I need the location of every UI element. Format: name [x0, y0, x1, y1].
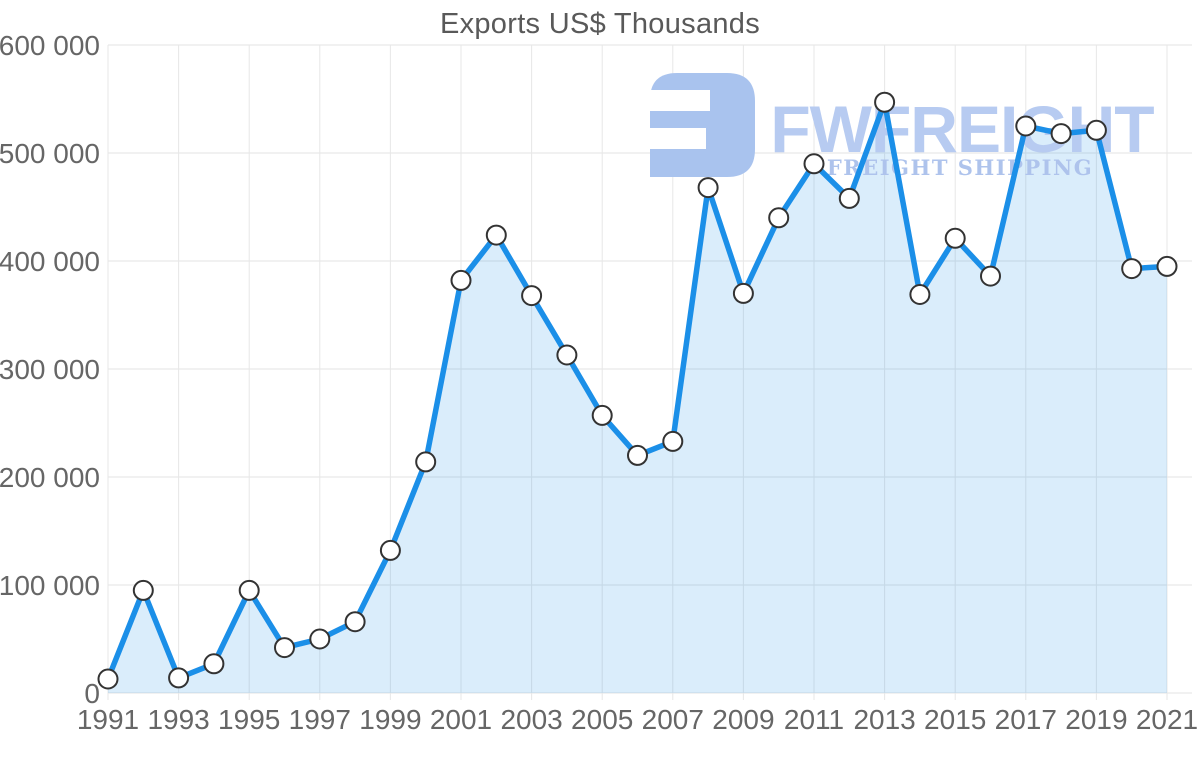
- data-point-1995[interactable]: [238, 579, 260, 601]
- data-point-2001[interactable]: [450, 269, 472, 291]
- x-tick-label: 2013: [853, 704, 915, 735]
- area-fill: [108, 102, 1167, 693]
- data-point-2007[interactable]: [662, 430, 684, 452]
- logo-icon-notch-top: [648, 90, 710, 111]
- watermark-tagline-text: FREIGHT SHIPPING: [827, 155, 1093, 180]
- y-tick-label: 400 000: [0, 246, 100, 277]
- x-tick-label: 2019: [1065, 704, 1127, 735]
- y-tick-label: 300 000: [0, 354, 100, 385]
- data-point-2019[interactable]: [1085, 119, 1107, 141]
- y-tick-label: 0: [84, 678, 100, 709]
- x-tick-label: 2005: [571, 704, 633, 735]
- data-point-2011[interactable]: [803, 153, 825, 175]
- x-tick-label: 1993: [147, 704, 209, 735]
- x-tick-label: 2001: [430, 704, 492, 735]
- data-point-2018[interactable]: [1050, 123, 1072, 145]
- x-tick-label: 1997: [289, 704, 351, 735]
- data-point-1991[interactable]: [97, 668, 119, 690]
- data-point-2020[interactable]: [1121, 258, 1143, 280]
- x-tick-label: 2017: [995, 704, 1057, 735]
- data-point-1996[interactable]: [274, 637, 295, 659]
- y-axis-labels: 0 100 000 200 000 300 000 400 000 500 000 600 …: [0, 30, 100, 709]
- fwfreight-logo-icon: [648, 73, 755, 177]
- data-point-2009[interactable]: [732, 282, 754, 304]
- data-point-2013[interactable]: [874, 91, 896, 113]
- data-point-2000[interactable]: [415, 451, 437, 473]
- data-point-2004[interactable]: [556, 344, 578, 366]
- data-point-2021[interactable]: [1156, 255, 1178, 277]
- x-axis-labels: 1991 1993 1995 1997 1999 2001 2003 2005 2007 2009…: [77, 704, 1198, 735]
- data-point-1999[interactable]: [379, 539, 401, 561]
- x-tick-label: 2011: [784, 704, 844, 735]
- x-tick-label: 1991: [77, 704, 139, 735]
- y-tick-label: 600 000: [0, 30, 100, 61]
- data-point-2002[interactable]: [485, 224, 507, 246]
- gridlines: [107, 44, 1192, 700]
- y-tick-label: 500 000: [0, 138, 100, 169]
- data-point-2016[interactable]: [980, 265, 1001, 287]
- data-point-1992[interactable]: [132, 579, 154, 601]
- data-point-1994[interactable]: [203, 653, 225, 675]
- data-point-2005[interactable]: [591, 404, 613, 426]
- y-tick-label: 200 000: [0, 462, 100, 493]
- data-point-2008[interactable]: [697, 177, 719, 199]
- data-point-1993[interactable]: [168, 667, 190, 689]
- y-tick-label: 100 000: [0, 570, 100, 601]
- x-tick-label: 2003: [500, 704, 562, 735]
- data-point-2010[interactable]: [768, 207, 790, 229]
- data-points: [97, 91, 1178, 690]
- data-point-2003[interactable]: [521, 285, 543, 307]
- data-point-2015[interactable]: [944, 227, 966, 249]
- x-tick-label: 1995: [218, 704, 280, 735]
- data-point-1998[interactable]: [344, 611, 366, 633]
- x-tick-label: 1999: [359, 704, 421, 735]
- chart-title: Exports US$ Thousands: [439, 8, 761, 40]
- data-point-2012[interactable]: [838, 187, 860, 209]
- x-tick-label: 2021: [1136, 704, 1198, 735]
- watermark: FWFREIGHT FREIGHT SHIPPING: [648, 73, 1155, 180]
- data-point-2017[interactable]: [1015, 115, 1037, 137]
- logo-icon-body: [650, 73, 755, 177]
- data-point-2014[interactable]: [909, 284, 931, 305]
- x-tick-label: 2015: [924, 704, 986, 735]
- x-tick-label: 2009: [712, 704, 774, 735]
- logo-icon-notch-middle: [648, 128, 706, 149]
- data-point-2006[interactable]: [627, 444, 648, 466]
- data-point-1997[interactable]: [309, 628, 331, 650]
- x-tick-label: 2007: [642, 704, 704, 735]
